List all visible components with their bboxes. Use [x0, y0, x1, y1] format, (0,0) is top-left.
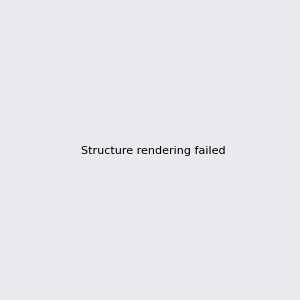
Text: Structure rendering failed: Structure rendering failed — [81, 146, 226, 157]
